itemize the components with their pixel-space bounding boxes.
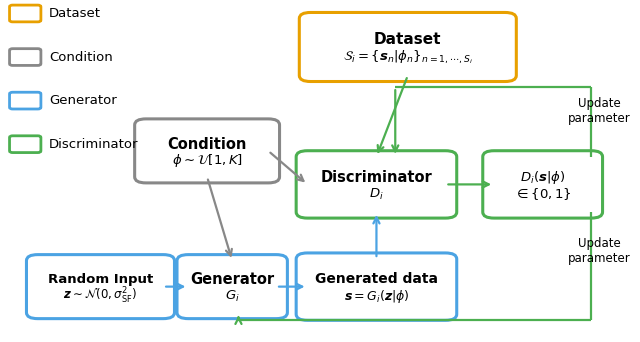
Text: Discriminator: Discriminator [49, 138, 138, 151]
Text: $\boldsymbol{z} \sim \mathcal{N}(0, \sigma^2_{\mathrm{SF}})$: $\boldsymbol{z} \sim \mathcal{N}(0, \sig… [63, 286, 138, 306]
FancyBboxPatch shape [26, 255, 175, 319]
Text: Update
parameter: Update parameter [568, 237, 630, 265]
Text: $\phi \sim \mathcal{U}[1, K]$: $\phi \sim \mathcal{U}[1, K]$ [172, 152, 243, 169]
Text: Dataset: Dataset [49, 7, 101, 20]
Text: Discriminator: Discriminator [321, 170, 433, 185]
FancyBboxPatch shape [10, 5, 41, 22]
FancyBboxPatch shape [134, 119, 280, 183]
FancyBboxPatch shape [483, 151, 602, 218]
FancyBboxPatch shape [10, 49, 41, 65]
Text: Condition: Condition [49, 51, 113, 64]
Text: Update
parameter: Update parameter [568, 97, 630, 125]
FancyBboxPatch shape [10, 92, 41, 109]
FancyBboxPatch shape [10, 136, 41, 153]
FancyBboxPatch shape [296, 151, 457, 218]
Text: Generated data: Generated data [315, 273, 438, 287]
Text: $\boldsymbol{s} = G_i(\boldsymbol{z}|\phi)$: $\boldsymbol{s} = G_i(\boldsymbol{z}|\ph… [344, 288, 410, 305]
Text: $\in \{0, 1\}$: $\in \{0, 1\}$ [514, 186, 572, 202]
Text: $D_i(\boldsymbol{s}|\phi)$: $D_i(\boldsymbol{s}|\phi)$ [520, 169, 565, 186]
FancyBboxPatch shape [177, 255, 287, 319]
Text: $\mathcal{S}_i = \{\boldsymbol{s}_n|\phi_n\}_{n=1,\cdots,S_i}$: $\mathcal{S}_i = \{\boldsymbol{s}_n|\phi… [343, 49, 473, 66]
Text: Generator: Generator [190, 272, 275, 287]
FancyBboxPatch shape [296, 253, 457, 320]
Text: $G_i$: $G_i$ [225, 288, 239, 304]
Text: Condition: Condition [168, 137, 247, 152]
Text: $D_i$: $D_i$ [369, 187, 384, 202]
Text: Generator: Generator [49, 94, 116, 107]
Text: Dataset: Dataset [374, 32, 442, 47]
FancyBboxPatch shape [300, 12, 516, 81]
Text: Random Input: Random Input [48, 273, 153, 286]
